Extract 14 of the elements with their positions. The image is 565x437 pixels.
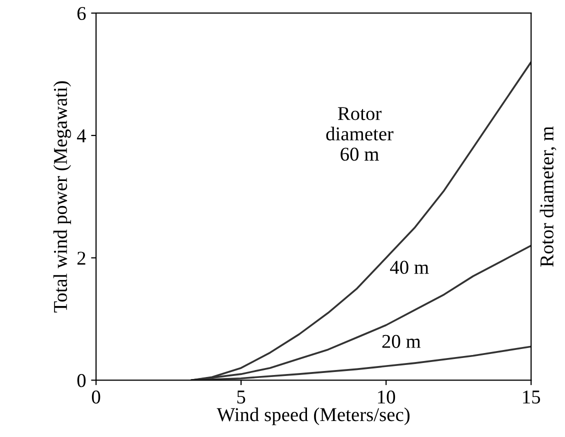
x-tick-label: 0	[92, 390, 100, 404]
y-tick-label: 6	[77, 6, 86, 20]
annotation: 40 m	[390, 260, 429, 274]
x-tick-label: 5	[237, 390, 246, 404]
annotation: 20 m	[382, 334, 421, 348]
y-tick-label: 2	[77, 252, 86, 265]
y-tick-label: 0	[77, 374, 86, 388]
y-axis-title: Total wind power (Megawati)	[53, 81, 72, 313]
x-tick-label: 15	[523, 390, 540, 404]
y2-axis-title: Rotor diameter, m	[540, 126, 556, 267]
x-axis-title: Wind speed (Meters/sec)	[216, 408, 410, 426]
annotation: Rotor diameter 60 m	[326, 107, 394, 161]
y-tick-label: 4	[76, 129, 86, 142]
x-tick-label: 10	[378, 390, 396, 404]
